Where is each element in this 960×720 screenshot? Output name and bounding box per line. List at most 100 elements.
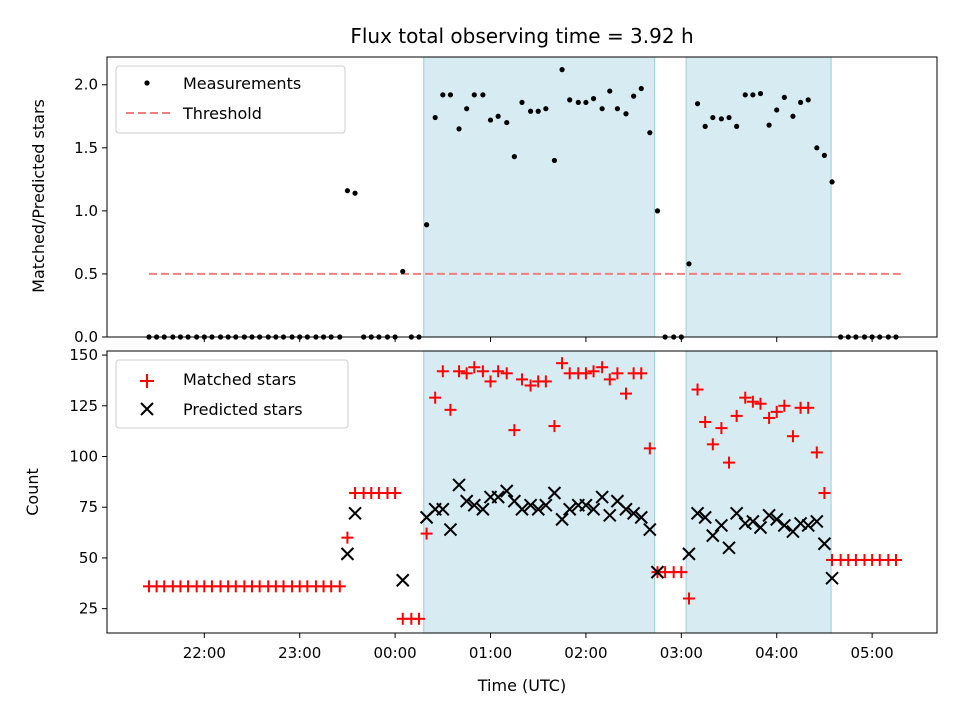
top-panel-frame: [106, 56, 938, 338]
predicted-point: [547, 486, 562, 500]
measurement-point: [638, 85, 644, 92]
top-legend: Measurements Threshold: [115, 65, 346, 134]
predicted-point: [562, 502, 577, 516]
y-tick-label: 50: [79, 549, 98, 567]
y-tick-label: 1.0: [74, 202, 98, 220]
matched-point: [579, 367, 592, 380]
predicted-point: [523, 498, 538, 512]
measurement-point: [344, 188, 351, 194]
bottom-y-axis-label: Count: [23, 468, 42, 516]
predicted-points: [340, 478, 839, 587]
predicted-point: [738, 516, 752, 531]
measurement-point: [829, 179, 835, 185]
matched-point: [643, 442, 656, 455]
measurement-point: [694, 101, 701, 107]
y-tick-label: 25: [79, 600, 98, 618]
observing-intervals: [423, 350, 832, 634]
predicted-point: [810, 514, 824, 529]
measurement-point: [710, 114, 716, 121]
top-y-axis-label: Matched/Predicted stars: [29, 99, 48, 293]
matched-point: [587, 365, 600, 378]
matched-point: [611, 367, 624, 380]
matched-point: [786, 430, 799, 443]
measurement-point: [575, 99, 581, 106]
predicted-point: [555, 512, 569, 527]
y-tick-label: 100: [69, 447, 98, 465]
matched-point: [389, 487, 402, 500]
matched-point: [341, 531, 354, 544]
measurement-point: [519, 99, 525, 106]
predicted-point: [762, 508, 776, 523]
predicted-point: [770, 512, 784, 527]
matched-point: [682, 592, 695, 605]
x-axis-label: Time (UTC): [477, 676, 566, 695]
y-tick-label: 2.0: [74, 76, 98, 94]
predicted-point: [650, 565, 665, 579]
matched-point: [333, 580, 346, 593]
matched-point: [889, 553, 902, 566]
measurement-point: [447, 92, 454, 98]
x-axis-ticks: 22:00 23:00 00:00 01:00 02:00 03:00 04:00 05:00: [183, 633, 894, 662]
observing-interval: [685, 350, 832, 634]
predicted-point: [753, 520, 768, 535]
matched-points: [142, 357, 902, 625]
predicted-point: [579, 498, 593, 512]
matched-point: [420, 527, 433, 540]
predicted-point: [515, 502, 529, 516]
measurement-point: [821, 152, 828, 158]
bottom-legend: Matched stars Predicted stars: [115, 359, 349, 429]
x-tick-label: 03:00: [660, 644, 703, 662]
observing-interval: [423, 350, 656, 634]
predicted-point: [817, 537, 832, 551]
measurement-point: [774, 107, 780, 113]
matched-point: [746, 395, 759, 408]
x-tick-label: 23:00: [278, 644, 321, 662]
x-tick-label: 04:00: [755, 644, 798, 662]
legend-marker-predicted: [140, 402, 154, 416]
measurement-point: [686, 261, 692, 267]
matched-point: [524, 379, 537, 392]
matched-point: [810, 446, 823, 459]
legend-label-threshold: Threshold: [182, 104, 262, 123]
predicted-point: [619, 502, 633, 516]
legend-marker-matched: [140, 374, 154, 388]
predicted-point: [706, 528, 720, 543]
predicted-point: [801, 518, 815, 533]
measurement-point: [734, 123, 740, 129]
predicted-point: [682, 547, 696, 561]
predicted-point: [722, 541, 736, 555]
measurement-point: [400, 268, 406, 275]
observing-intervals: [423, 56, 832, 338]
legend-label-predicted: Predicted stars: [183, 400, 303, 419]
measurement-point: [456, 126, 462, 132]
x-tick-label: 00:00: [373, 644, 416, 662]
measurement-point: [471, 92, 477, 98]
predicted-point: [714, 518, 729, 533]
matched-point: [754, 397, 767, 410]
matched-point: [429, 391, 442, 404]
y-tick-label: 125: [69, 397, 98, 415]
measurement-point: [647, 130, 653, 136]
observing-interval: [423, 56, 656, 338]
top-panel: 0.00.51.01.52.0 Matched/Predicted stars …: [29, 56, 938, 346]
predicted-point: [459, 494, 474, 508]
matched-point: [508, 424, 521, 437]
measurement-point: [623, 111, 629, 117]
matched-point: [596, 361, 609, 374]
matched-point: [468, 361, 481, 374]
measurement-point: [423, 222, 430, 228]
measurement-point: [464, 106, 470, 112]
predicted-point: [467, 498, 482, 512]
measurement-point: [781, 94, 787, 100]
x-axis-ticks: [203, 337, 873, 342]
matched-point: [802, 401, 815, 414]
legend-label-measurements: Measurements: [183, 74, 301, 93]
predicted-point: [729, 506, 744, 521]
measurement-point: [702, 123, 708, 129]
bottom-panel: 25 50 75 100 125 150 22:00 23:00 00:00 01:00 02:0…: [23, 346, 938, 695]
y-axis-ticks: 0.0 0.5 1.0 1.5 2.0: [74, 76, 107, 346]
y-tick-label: 150: [69, 346, 98, 364]
y-axis-ticks: 25 50 75 100 125 150: [69, 346, 107, 618]
predicted-point: [634, 510, 648, 525]
